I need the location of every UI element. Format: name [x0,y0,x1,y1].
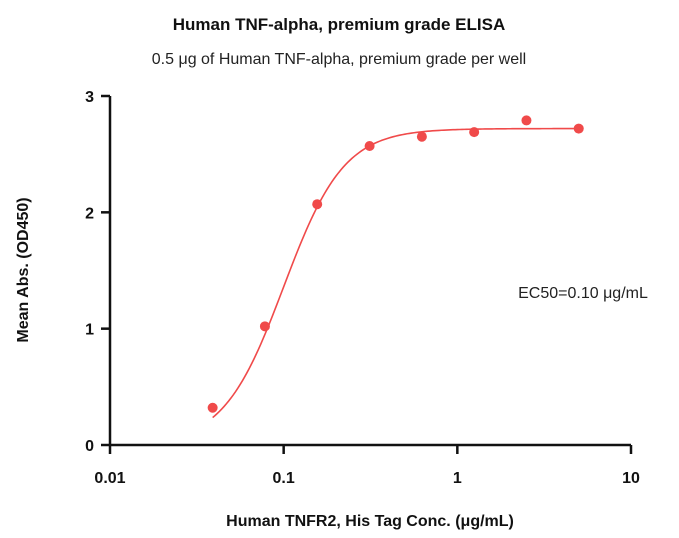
y-axis-title: Mean Abs. (OD450) [15,197,32,342]
data-points [207,115,584,413]
data-point [312,199,323,210]
data-point [573,123,584,134]
data-point [521,115,532,126]
chart-title: Human TNF-alpha, premium grade ELISA [173,15,506,34]
y-tick-label: 2 [85,205,94,222]
ec50-annotation: EC50=0.10 μg/mL [518,285,648,302]
data-point [207,402,218,413]
y-tick-label: 1 [85,322,94,339]
x-tick-label: 0.1 [273,470,295,487]
y-tick-label: 3 [85,89,94,106]
chart-subtitle: 0.5 μg of Human TNF-alpha, premium grade… [152,51,526,68]
y-ticks: 0 1 2 3 [85,89,110,455]
data-point [364,141,375,152]
axes [108,96,631,447]
x-tick-label: 0.01 [94,470,125,487]
x-tick-label: 10 [622,470,640,487]
data-point [416,131,427,142]
x-ticks: 0.01 0.1 1 10 [94,445,640,487]
y-tick-label: 0 [85,438,94,455]
x-tick-label: 1 [453,470,462,487]
data-point [259,321,270,332]
x-axis-title: Human TNFR2, His Tag Conc. (μg/mL) [226,513,514,530]
fit-curve [212,127,579,419]
data-point [469,127,480,138]
